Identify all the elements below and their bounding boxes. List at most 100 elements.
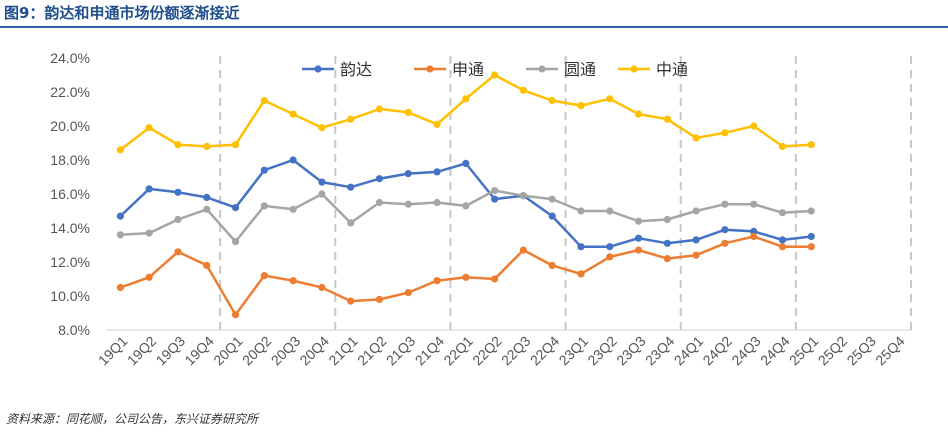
data-point [347, 297, 355, 305]
y-tick-label: 12.0% [50, 254, 90, 270]
data-point [606, 95, 614, 103]
data-point [462, 159, 470, 167]
data-point [778, 209, 787, 217]
y-tick-label: 22.0% [50, 84, 90, 100]
data-point [692, 251, 700, 259]
data-point [692, 207, 700, 215]
legend-swatch-marker [314, 65, 322, 73]
data-point [203, 142, 211, 150]
data-point [778, 243, 787, 251]
x-tick-label: 23Q1 [556, 333, 592, 369]
y-tick-label: 24.0% [50, 50, 90, 66]
data-point [491, 275, 499, 283]
x-tick-label: 19Q2 [124, 333, 160, 369]
data-point [663, 215, 671, 224]
data-point [404, 170, 412, 178]
data-point [375, 175, 384, 183]
data-point [548, 261, 556, 269]
data-point [231, 238, 240, 246]
legend-label: 申通 [452, 60, 484, 79]
data-point [519, 86, 527, 94]
x-tick-label: 23Q4 [642, 333, 678, 369]
data-point [174, 215, 182, 224]
data-point [577, 270, 585, 278]
data-point [606, 243, 614, 251]
x-tick-label: 23Q2 [584, 333, 620, 369]
data-point [289, 156, 297, 164]
y-tick-label: 10.0% [50, 288, 90, 304]
data-point [721, 200, 729, 208]
data-point [404, 200, 412, 208]
data-point [231, 311, 240, 319]
source-note: 资料来源：同花顺，公司公告，东兴证券研究所 [6, 412, 259, 426]
data-point [807, 243, 815, 251]
data-point [116, 146, 124, 154]
data-point [404, 108, 412, 116]
data-point [116, 283, 124, 292]
data-point [203, 261, 211, 269]
legend-label: 韵达 [340, 60, 372, 79]
data-point [807, 232, 815, 241]
x-tick-label: 24Q2 [699, 333, 735, 369]
data-point [260, 166, 268, 174]
market-share-line-chart: 8.0% 10.0% 12.0% 14.0% 16.0% 18.0% 20.0% 22.0% 2… [50, 50, 912, 369]
data-point [145, 124, 153, 132]
x-tick-label: 21Q2 [354, 333, 390, 369]
data-point [174, 141, 182, 149]
x-tick-label: 25Q1 [786, 333, 822, 369]
series-line [120, 189, 812, 243]
data-point [318, 283, 326, 292]
data-point [577, 243, 585, 251]
data-point [519, 246, 527, 254]
data-point [462, 202, 470, 210]
x-tick-label: 21Q4 [412, 333, 448, 369]
data-point [174, 188, 182, 196]
data-point [289, 205, 297, 213]
data-point [634, 234, 643, 242]
data-point [778, 236, 787, 244]
x-tick-label: 21Q1 [325, 333, 361, 369]
y-tick-label: 16.0% [50, 186, 90, 202]
data-point [778, 142, 787, 150]
x-tick-label: 24Q1 [671, 333, 707, 369]
data-point [260, 96, 268, 105]
data-point [145, 185, 153, 193]
data-point [462, 273, 470, 281]
data-point [116, 231, 124, 239]
data-point [491, 187, 499, 195]
data-point [203, 193, 211, 201]
series-line [119, 73, 812, 151]
x-tick-label: 24Q3 [728, 333, 764, 369]
data-point [289, 277, 297, 285]
x-tick-label: 22Q2 [469, 333, 505, 369]
data-point [347, 115, 355, 123]
data-point [721, 226, 729, 234]
data-point [807, 207, 815, 215]
data-point [750, 122, 758, 130]
data-point [145, 229, 153, 237]
x-tick-label: 22Q1 [440, 333, 476, 369]
y-tick-label: 20.0% [50, 118, 90, 134]
x-tick-label: 22Q3 [498, 333, 534, 369]
data-point [548, 96, 556, 105]
data-point [692, 236, 700, 244]
data-point [375, 198, 384, 207]
legend-swatch-marker [630, 65, 638, 73]
data-point [260, 202, 268, 210]
figure-title: 图9：韵达和申通市场份额逐渐接近 [4, 4, 240, 22]
x-tick-label: 19Q3 [153, 333, 189, 369]
data-point [634, 217, 643, 225]
data-point [375, 295, 384, 303]
data-point [548, 212, 556, 220]
x-tick-label: 21Q3 [383, 333, 419, 369]
legend-swatch-marker [538, 65, 546, 73]
data-point [634, 110, 643, 118]
data-point [750, 227, 758, 235]
y-axis-ticks: 8.0% 10.0% 12.0% 14.0% 16.0% 18.0% 20.0% 22.0% 2… [50, 50, 90, 338]
x-tick-label: 20Q4 [296, 333, 332, 369]
data-point [203, 205, 211, 213]
legend-swatch-marker [426, 65, 434, 73]
data-point [289, 110, 297, 118]
data-point [433, 277, 441, 285]
data-point [491, 195, 499, 203]
